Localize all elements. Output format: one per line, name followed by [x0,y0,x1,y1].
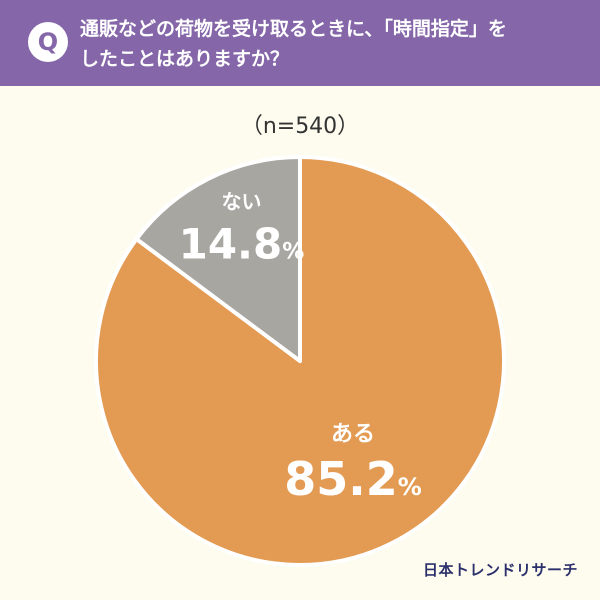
question-header: Q 通販などの荷物を受け取るときに、「時間指定」を したことはありますか？ [0,0,600,86]
slice-category-label: ない [221,189,261,213]
slice-value-label: 85.2% [284,452,422,506]
sample-size-label: （n=540） [240,114,360,139]
question-text: 通販などの荷物を受け取るときに、「時間指定」を したことはありますか？ [80,14,580,74]
question-badge: Q [28,22,68,62]
pie-slice-nai [134,155,302,363]
question-line-2: したことはありますか？ [80,48,290,70]
brand-logo: 日本トレンドリサーチ [422,561,578,579]
question-line-1: 通販などの荷物を受け取るときに、「時間指定」を [80,18,507,40]
slice-value-label: 14.8% [179,219,305,268]
slice-category-label: ある [331,422,375,447]
